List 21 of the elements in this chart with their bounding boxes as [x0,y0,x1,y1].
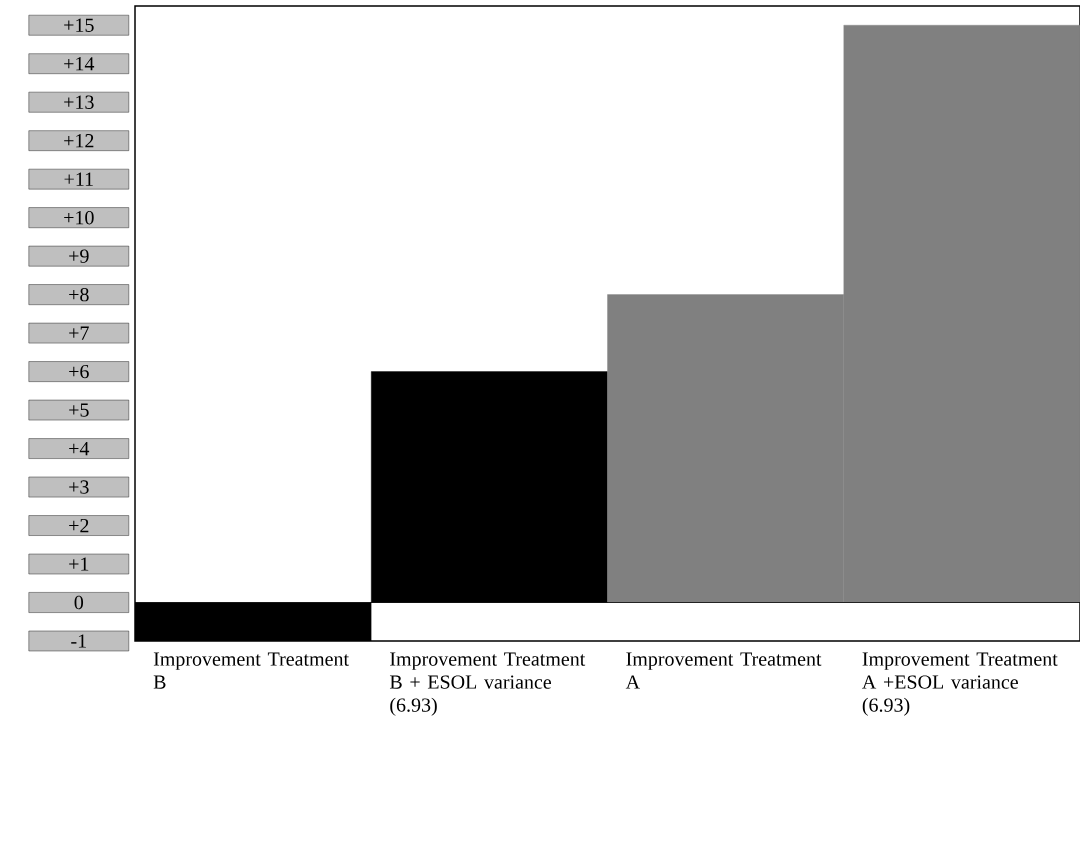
y-tick-label: +13 [64,95,94,109]
y-tick-label: +11 [64,172,93,186]
y-tick-label: +2 [69,518,89,533]
x-tick-label: Improvement Treatment B [153,652,349,689]
y-tick-label: +12 [64,134,94,148]
x-tick-label: Improvement Treatment A [625,652,822,689]
y-tick-label: +3 [69,480,89,494]
y-tick-label: -1 [71,634,86,648]
y-tick-label: +5 [69,403,89,417]
y-tick-label: +6 [69,364,89,379]
y-tick-label: 0 [74,595,84,610]
y-tick-label: +7 [69,326,89,340]
y-tick-label: +14 [64,57,95,71]
y-tick-label: +15 [64,18,94,32]
x-tick-label: Improvement Treatment B + ESOL variance (6.93) [389,652,586,716]
y-tick-label: +10 [64,210,94,225]
x-tick-label: Improvement Treatment A +ESOL variance (6.93) [862,652,1058,716]
y-tick-label: +9 [69,249,89,263]
y-tick-label: +4 [69,441,90,456]
y-tick-label: +1 [69,557,89,571]
y-tick-label: +8 [69,287,89,302]
